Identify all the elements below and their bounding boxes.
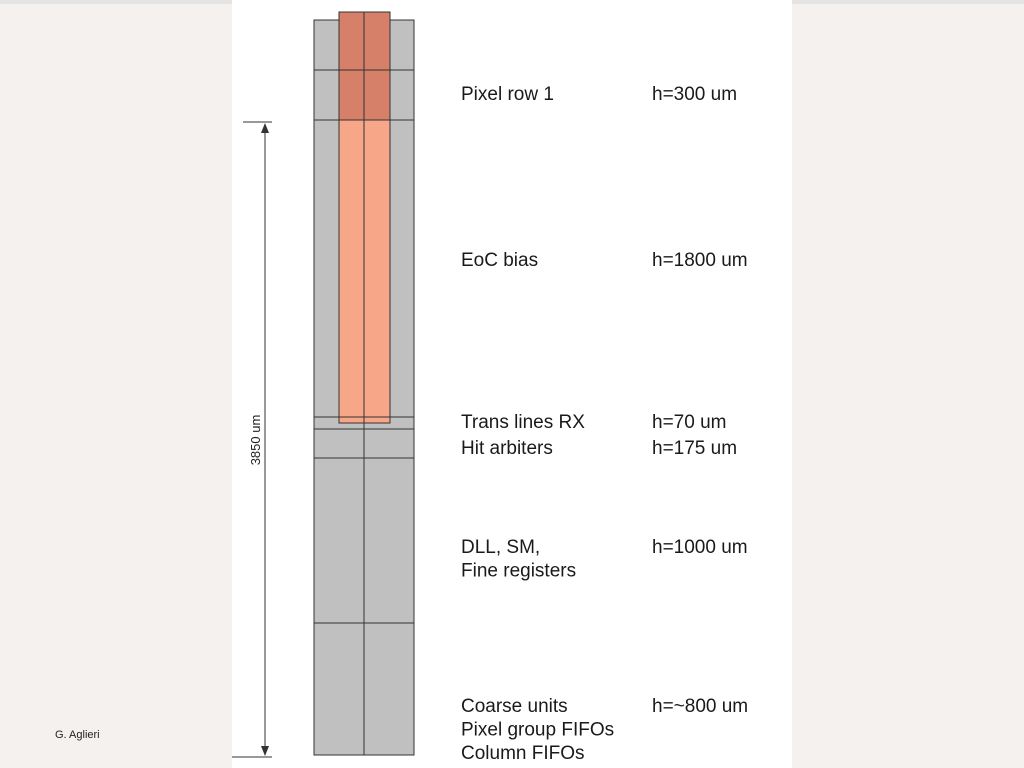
row-label: Fine registers: [461, 561, 576, 582]
row-labels: Pixel row 1 h=300 um EoC bias h=1800 um Tran…: [461, 84, 748, 764]
dimension-label: 3850 um: [248, 415, 263, 466]
author: G. Aglieri: [55, 729, 100, 741]
row-label: EoC bias: [461, 250, 538, 271]
row-height: h=70 um: [652, 412, 726, 433]
row-label: Pixel group FIFOs: [461, 720, 614, 741]
row-height: h=1800 um: [652, 250, 748, 271]
arrow-head: [261, 123, 269, 133]
row-label: Hit arbiters: [461, 438, 553, 459]
row-label: DLL, SM,: [461, 537, 540, 558]
row-label: Pixel row 1: [461, 84, 554, 105]
row-height: h=~800 um: [652, 696, 748, 717]
row-label: Trans lines RX: [461, 412, 585, 433]
row-height: h=1000 um: [652, 537, 748, 558]
row-label: Coarse units: [461, 696, 568, 717]
row-height: h=300 um: [652, 84, 737, 105]
arrow-head: [261, 746, 269, 756]
row-height: h=175 um: [652, 438, 737, 459]
row-label: Column FIFOs: [461, 743, 585, 764]
